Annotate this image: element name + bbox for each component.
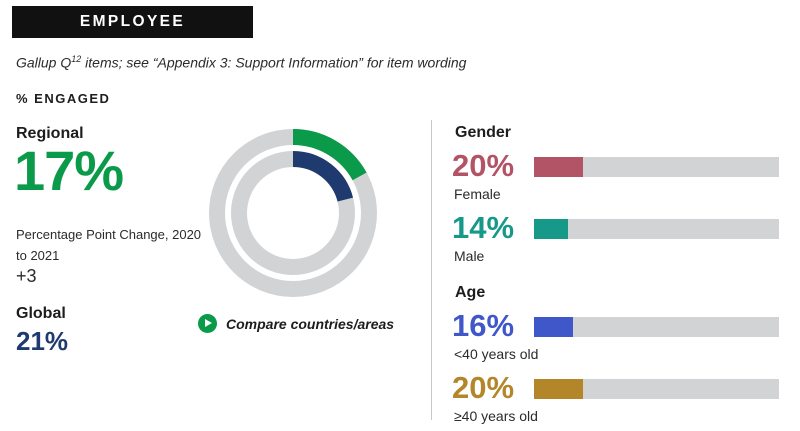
bar-value-40-years-old: 16% xyxy=(452,308,515,343)
bar-fill-female xyxy=(534,157,583,177)
subtitle-text-end: items; see “Appendix 3: Support Informat… xyxy=(81,54,467,71)
global-label: Global xyxy=(16,305,66,322)
bar-label-female: Female xyxy=(454,186,501,202)
percentage-point-change-label: Percentage Point Change, 2020 to 2021 xyxy=(16,227,202,263)
subtitle-superscript: 12 xyxy=(71,54,82,64)
subtitle-text-start: Gallup Q xyxy=(16,54,72,71)
section-title-badge: EMPLOYEE ENGAGEMENT xyxy=(12,6,253,62)
donut-arc-global xyxy=(292,151,354,202)
compare-countries-button[interactable]: Compare countries/areas xyxy=(198,314,394,333)
column-divider xyxy=(431,120,432,420)
section-label: % ENGAGED xyxy=(16,91,111,106)
bar-fill-40-years-old xyxy=(534,379,583,399)
bar-value-male: 14% xyxy=(452,210,515,245)
bar-label-male: Male xyxy=(454,248,485,264)
play-icon xyxy=(198,314,217,333)
regional-label: Regional xyxy=(16,125,84,142)
group-label-age: Age xyxy=(455,284,486,301)
engagement-donut-chart xyxy=(209,129,377,297)
bar-track-40-years-old xyxy=(534,379,779,399)
bar-value-40-years-old: 20% xyxy=(452,370,515,405)
subtitle: Gallup Q12 items; see “Appendix 3: Suppo… xyxy=(16,54,466,71)
bar-track-male xyxy=(534,219,779,239)
bar-track-40-years-old xyxy=(534,317,779,337)
donut-arc-regional xyxy=(292,129,367,181)
bar-fill-40-years-old xyxy=(534,317,573,337)
global-value: 21% xyxy=(16,326,69,356)
bar-track-female xyxy=(534,157,779,177)
bar-value-female: 20% xyxy=(452,148,515,183)
group-label-gender: Gender xyxy=(455,124,512,141)
regional-value: 17% xyxy=(14,139,124,202)
bar-label-40-years-old: <40 years old xyxy=(454,346,539,362)
bar-label-40-years-old: ≥40 years old xyxy=(454,408,538,424)
bar-fill-male xyxy=(534,219,568,239)
compare-countries-label: Compare countries/areas xyxy=(226,315,395,332)
percentage-point-change-value: +3 xyxy=(16,266,37,286)
